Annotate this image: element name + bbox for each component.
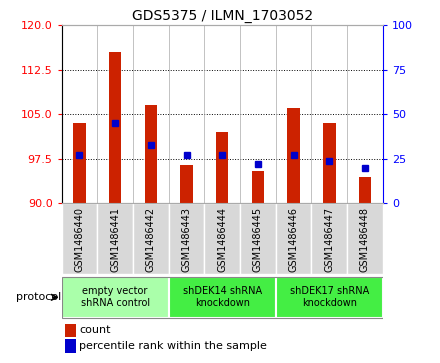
- Bar: [204, 203, 240, 274]
- Text: GSM1486446: GSM1486446: [289, 207, 299, 272]
- Bar: [252, 171, 264, 203]
- Bar: [97, 203, 133, 274]
- Bar: [347, 203, 383, 274]
- Text: empty vector
shRNA control: empty vector shRNA control: [81, 286, 150, 308]
- Text: percentile rank within the sample: percentile rank within the sample: [79, 341, 267, 351]
- Text: shDEK17 shRNA
knockdown: shDEK17 shRNA knockdown: [290, 286, 369, 308]
- Text: GSM1486442: GSM1486442: [146, 207, 156, 272]
- Text: GSM1486440: GSM1486440: [74, 207, 84, 272]
- Bar: [62, 203, 97, 274]
- Text: count: count: [79, 326, 111, 335]
- Bar: [169, 203, 204, 274]
- Text: GSM1486447: GSM1486447: [324, 207, 334, 272]
- Bar: [240, 203, 276, 274]
- Bar: [62, 277, 169, 318]
- Text: GSM1486445: GSM1486445: [253, 207, 263, 272]
- Bar: [73, 123, 86, 203]
- Bar: [312, 203, 347, 274]
- Bar: [323, 123, 336, 203]
- Bar: [287, 109, 300, 203]
- Bar: [109, 52, 121, 203]
- Text: shDEK14 shRNA
knockdown: shDEK14 shRNA knockdown: [183, 286, 262, 308]
- Bar: [216, 132, 228, 203]
- Bar: [65, 324, 76, 337]
- Bar: [276, 203, 312, 274]
- Text: GSM1486441: GSM1486441: [110, 207, 120, 272]
- Bar: [359, 176, 371, 203]
- Title: GDS5375 / ILMN_1703052: GDS5375 / ILMN_1703052: [132, 9, 313, 23]
- Text: GSM1486443: GSM1486443: [182, 207, 191, 272]
- Bar: [133, 203, 169, 274]
- Bar: [276, 277, 383, 318]
- Text: GSM1486448: GSM1486448: [360, 207, 370, 272]
- Text: protocol: protocol: [16, 292, 61, 302]
- Bar: [145, 105, 157, 203]
- Bar: [65, 339, 76, 353]
- Text: GSM1486444: GSM1486444: [217, 207, 227, 272]
- Bar: [180, 165, 193, 203]
- Bar: [169, 277, 276, 318]
